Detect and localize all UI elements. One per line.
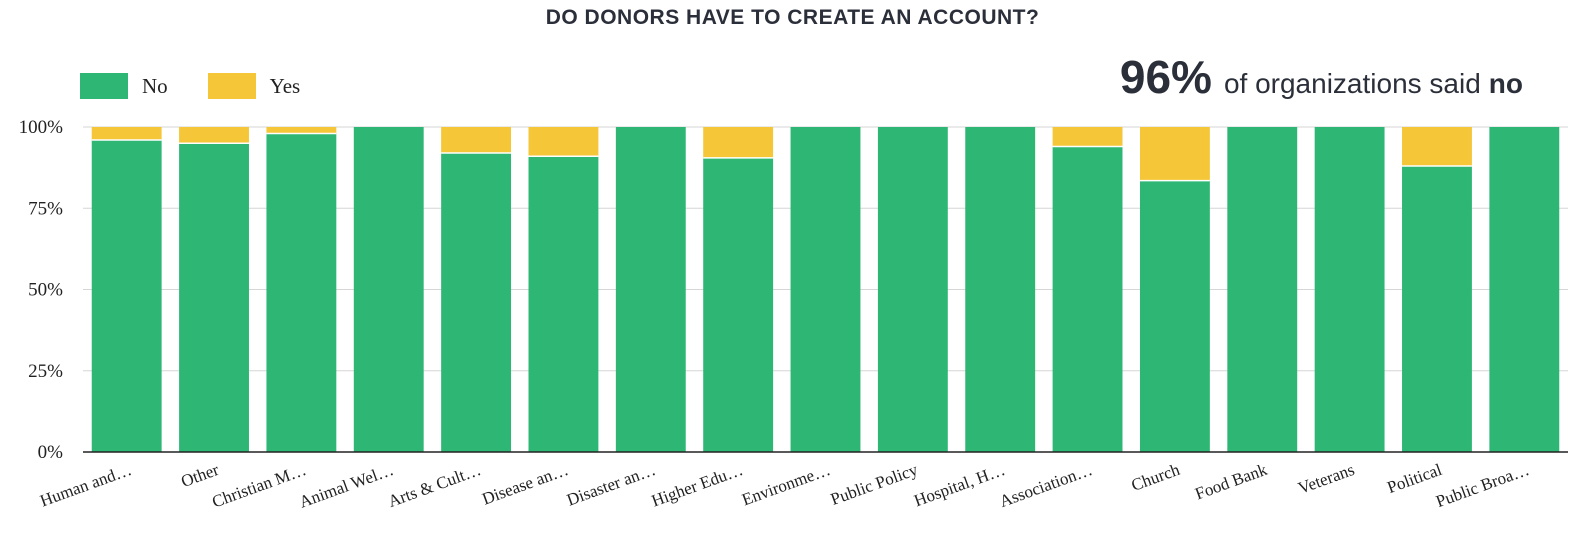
- bar-no: [1139, 180, 1210, 452]
- legend: No Yes: [80, 73, 340, 99]
- legend-swatch-yes: [207, 73, 256, 99]
- legend-label-no: No: [142, 73, 168, 98]
- x-tick-label: Public Broa…: [1433, 460, 1531, 511]
- legend-item-yes[interactable]: Yes: [207, 73, 301, 99]
- callout-percent: 96%: [1119, 51, 1212, 103]
- bar-yes: [266, 127, 337, 134]
- x-tick-label: Church: [1129, 460, 1183, 495]
- bar-no: [441, 153, 512, 452]
- bar-yes: [441, 127, 512, 153]
- bar-no: [1402, 166, 1472, 452]
- bar-yes: [528, 127, 599, 157]
- bar-no: [1227, 127, 1298, 452]
- x-tick-label: Other: [179, 460, 222, 491]
- x-tick-label: Environme…: [739, 460, 832, 510]
- bar-yes: [1052, 127, 1123, 147]
- x-tick-label: Veterans: [1295, 460, 1356, 498]
- legend-label-yes: Yes: [269, 73, 301, 98]
- bar-yes: [91, 127, 162, 140]
- x-tick-label: Association…: [997, 460, 1095, 511]
- bar-no: [179, 143, 249, 452]
- bar-no: [353, 127, 424, 452]
- bar-no: [91, 140, 162, 452]
- x-tick-label: Food Bank: [1193, 460, 1271, 504]
- legend-item-no[interactable]: No: [80, 73, 168, 99]
- bar-no: [703, 157, 774, 452]
- callout-emphasis: no: [1488, 68, 1523, 99]
- x-tick-label: Disaster an…: [564, 460, 658, 510]
- x-tick-label: Animal Wel…: [297, 460, 396, 512]
- bar-no: [1052, 146, 1123, 452]
- bar-yes: [179, 127, 249, 144]
- bar-no: [266, 133, 337, 452]
- bar-no: [1314, 127, 1385, 452]
- bar-no: [877, 127, 948, 452]
- y-tick-label: 0%: [38, 442, 64, 463]
- bar-no: [528, 156, 599, 452]
- x-tick-label: Human and…: [37, 460, 134, 511]
- bar-no: [965, 127, 1036, 452]
- x-tick-label: Higher Edu…: [649, 460, 746, 511]
- y-tick-label: 25%: [28, 361, 63, 382]
- y-tick-label: 100%: [19, 117, 64, 138]
- y-tick-label: 50%: [28, 280, 63, 301]
- bar-no: [1489, 127, 1560, 452]
- bar-yes: [1402, 127, 1472, 166]
- chart-title: DO DONORS HAVE TO CREATE AN ACCOUNT?: [545, 6, 1040, 29]
- x-tick-label: Public Policy: [828, 460, 921, 509]
- y-tick-label: 75%: [28, 198, 63, 219]
- bar-yes: [703, 127, 774, 158]
- bar-no: [615, 127, 686, 452]
- x-tick-label: Arts & Cult…: [386, 460, 484, 511]
- callout-text: of organizations said: [1223, 68, 1481, 99]
- summary-callout: 96% of organizations said no: [1120, 50, 1523, 104]
- x-tick-label: Christian M…: [210, 460, 309, 512]
- legend-swatch-no: [80, 73, 128, 99]
- bar-no: [790, 127, 861, 452]
- bar-yes: [1139, 127, 1210, 181]
- x-tick-label: Disease an…: [480, 460, 571, 509]
- x-tick-label: Hospital, H…: [911, 460, 1007, 510]
